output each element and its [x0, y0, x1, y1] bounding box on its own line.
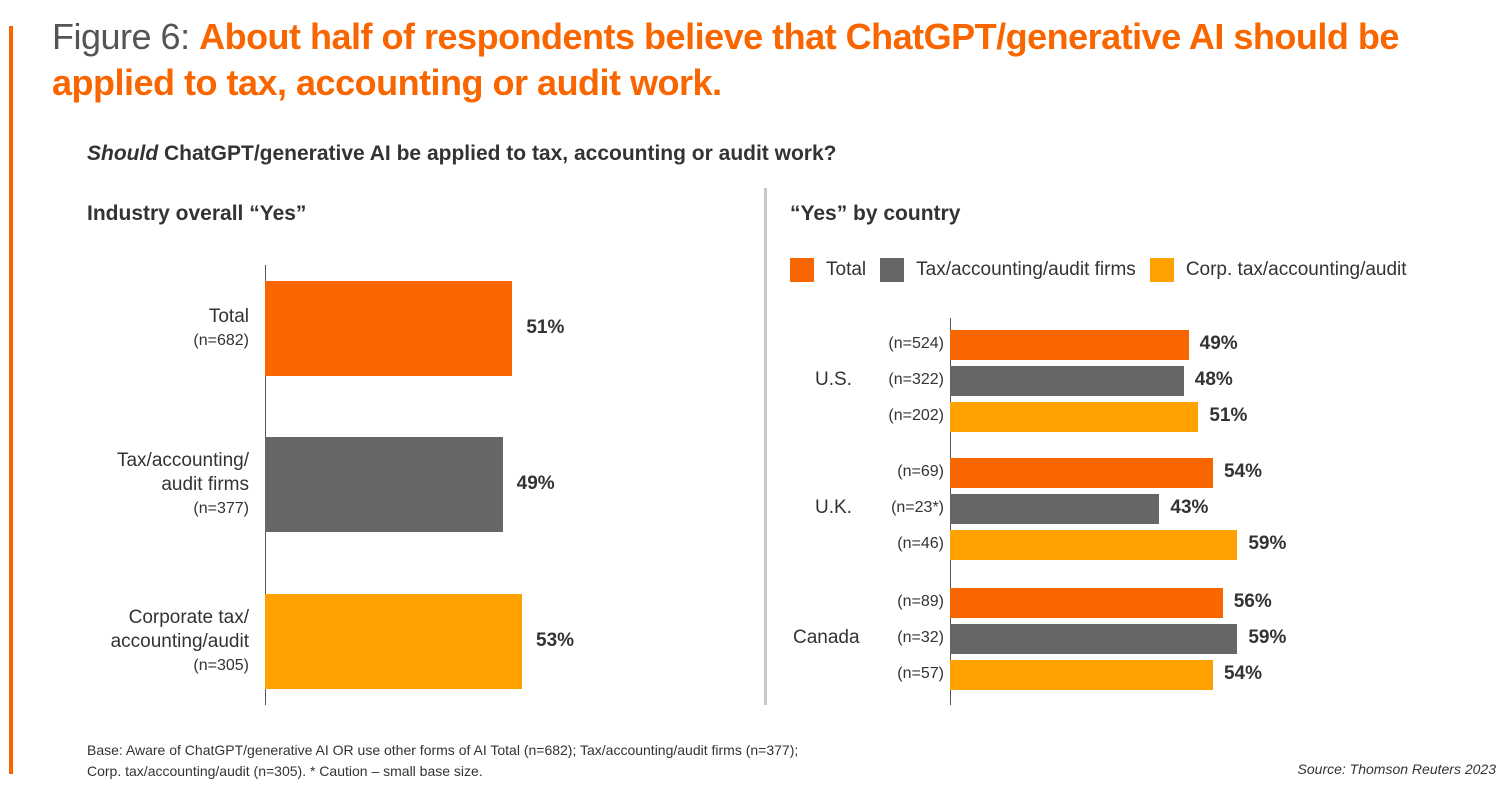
bar — [950, 588, 1223, 618]
data-label: 54% — [1223, 663, 1262, 684]
sample-size: (n=305) — [193, 656, 249, 674]
country-label: U.K. — [815, 497, 852, 518]
sample-size: (n=89) — [897, 593, 944, 610]
legend-firms: Tax/accounting/audit firms — [880, 258, 1136, 282]
figure-number: Figure 6: — [52, 16, 200, 57]
category-line: accounting/audit — [110, 630, 249, 652]
legend-corp: Corp. tax/accounting/audit — [1149, 258, 1407, 282]
data-label: 48% — [1194, 369, 1233, 390]
question-emphasis: Should — [87, 142, 159, 165]
legend-label: Corp. tax/accounting/audit — [1185, 259, 1407, 280]
bar — [950, 330, 1189, 360]
legend-total: Total — [790, 258, 866, 282]
legend-swatch — [880, 258, 905, 282]
data-label: 53% — [536, 629, 575, 651]
bar — [950, 494, 1160, 524]
sample-size: (n=524) — [888, 335, 944, 352]
category-label: Tax/accounting/audit firms (n=377) — [117, 449, 249, 521]
sample-size: (n=23*) — [891, 499, 944, 516]
sample-size: (n=202) — [888, 407, 944, 424]
data-label: 51% — [526, 316, 565, 338]
category-line: Total — [208, 305, 249, 327]
category-line: audit firms — [161, 473, 249, 495]
data-label: 49% — [516, 472, 555, 494]
sample-size: (n=322) — [888, 371, 944, 388]
footnote-line: Base: Aware of ChatGPT/generative AI OR … — [87, 742, 799, 758]
accent-bar — [9, 26, 13, 774]
legend-label: Total — [826, 259, 867, 280]
data-label: 56% — [1233, 591, 1272, 612]
bar — [950, 624, 1238, 654]
bar — [950, 660, 1213, 690]
question-text: ChatGPT/generative AI be applied to tax,… — [158, 142, 837, 165]
data-label: 51% — [1209, 405, 1248, 426]
survey-question: Should ChatGPT/generative AI be applied … — [87, 142, 836, 166]
sample-size: (n=377) — [193, 499, 249, 517]
sample-size: (n=32) — [897, 629, 944, 646]
figure-headline: About half of respondents believe that C… — [52, 16, 1399, 103]
sample-size: (n=46) — [897, 535, 944, 552]
category-label: Total (n=682) — [193, 305, 249, 353]
category-label: Corporate tax/accounting/audit (n=305) — [111, 606, 249, 678]
category-line: Tax/accounting/ — [116, 449, 249, 471]
country-label: Canada — [793, 627, 860, 648]
bar — [950, 530, 1238, 560]
bar — [950, 458, 1213, 488]
data-label: 54% — [1223, 461, 1262, 482]
sample-size: (n=682) — [193, 331, 249, 349]
bar — [950, 366, 1184, 396]
bar — [950, 402, 1199, 432]
divider — [764, 188, 767, 705]
category-line: Corporate tax/ — [128, 606, 249, 628]
legend-label: Tax/accounting/audit firms — [916, 259, 1136, 280]
country-label: U.S. — [815, 369, 852, 390]
bar — [265, 281, 513, 376]
legend: Total Tax/accounting/audit firms Corp. t… — [790, 258, 1421, 282]
data-label: 49% — [1199, 333, 1238, 354]
right-chart-title: “Yes” by country — [790, 202, 961, 225]
sample-size: (n=57) — [897, 665, 944, 682]
source: Source: Thomson Reuters 2023 — [1297, 761, 1496, 777]
left-chart-title: Industry overall “Yes” — [87, 202, 307, 225]
sample-size: (n=69) — [897, 463, 944, 480]
data-label: 43% — [1170, 497, 1209, 518]
bar — [265, 594, 523, 689]
legend-swatch — [790, 258, 814, 282]
figure-title: Figure 6: About half of respondents beli… — [52, 14, 1502, 106]
data-label: 59% — [1248, 533, 1287, 554]
legend-swatch — [1149, 258, 1174, 282]
footnote-line: Corp. tax/accounting/audit (n=305). * Ca… — [87, 763, 483, 779]
data-label: 59% — [1248, 627, 1287, 648]
footnote: Base: Aware of ChatGPT/generative AI OR … — [87, 740, 798, 782]
bar — [265, 437, 503, 532]
